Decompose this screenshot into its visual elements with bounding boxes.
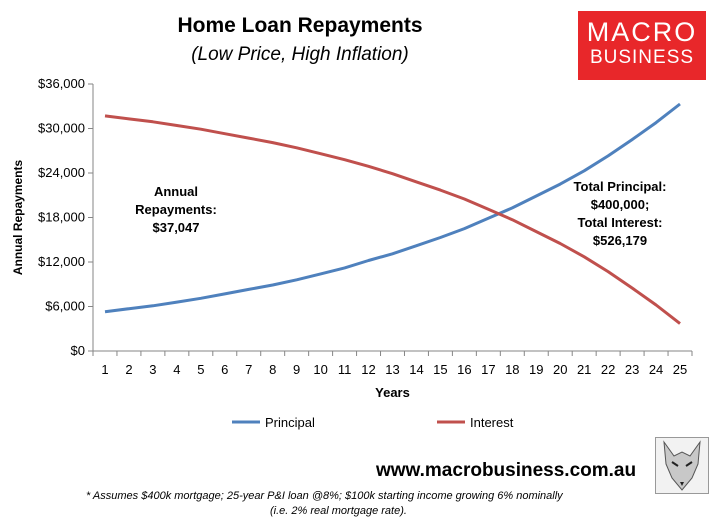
x-tick-label: 23: [625, 362, 639, 377]
chart-subtitle: (Low Price, High Inflation): [191, 44, 409, 65]
x-tick-label: 17: [481, 362, 495, 377]
x-tick-label: 10: [313, 362, 327, 377]
x-tick-label: 19: [529, 362, 543, 377]
x-tick-label: 6: [221, 362, 228, 377]
footnote-line1: * Assumes $400k mortgage; 25-year P&I lo…: [86, 490, 563, 502]
y-tick-label: $30,000: [38, 121, 85, 136]
x-tick-label: 9: [293, 362, 300, 377]
y-tick-label: $36,000: [38, 76, 85, 91]
annotation-annual-line: $37,047: [153, 220, 200, 235]
y-tick-label: $24,000: [38, 165, 85, 180]
logo-line1: MACRO: [586, 17, 698, 47]
legend-label-principal: Principal: [265, 415, 315, 430]
y-tick-label: $0: [71, 343, 85, 358]
x-tick-label: 7: [245, 362, 252, 377]
x-tick-label: 14: [409, 362, 423, 377]
x-tick-label: 21: [577, 362, 591, 377]
x-tick-label: 11: [338, 362, 352, 377]
y-tick-label: $18,000: [38, 210, 85, 225]
x-tick-label: 2: [125, 362, 132, 377]
x-tick-label: 1: [101, 362, 108, 377]
wolf-head-icon: [655, 437, 709, 494]
x-tick-label: 12: [361, 362, 375, 377]
series-line-interest: [104, 114, 681, 325]
annotation-annual-line: Annual: [154, 184, 198, 199]
x-tick-label: 18: [505, 362, 519, 377]
annotation-totals-line: $400,000;: [591, 197, 650, 212]
macro-business-logo: MACRO BUSINESS: [578, 11, 706, 80]
x-axis-title: Years: [375, 385, 410, 400]
y-axis-title: Annual Repayments: [11, 159, 25, 275]
legend-label-interest: Interest: [470, 415, 514, 430]
x-tick-label: 5: [197, 362, 204, 377]
y-tick-label: $6,000: [45, 299, 85, 314]
x-tick-label: 20: [553, 362, 567, 377]
website-url[interactable]: www.macrobusiness.com.au: [376, 460, 637, 481]
annotation-totals-line: $526,179: [593, 233, 647, 248]
x-tick-label: 25: [673, 362, 687, 377]
annotation-totals-line: Total Interest:: [578, 215, 663, 230]
x-tick-label: 24: [649, 362, 663, 377]
x-tick-label: 8: [269, 362, 276, 377]
x-tick-label: 4: [173, 362, 180, 377]
x-tick-label: 13: [385, 362, 399, 377]
x-tick-label: 16: [457, 362, 471, 377]
annotation-totals-line: Total Principal:: [574, 179, 667, 194]
annotation-annual-line: Repayments:: [135, 202, 217, 217]
y-tick-label: $12,000: [38, 254, 85, 269]
x-tick-label: 15: [433, 362, 447, 377]
chart-title: Home Loan Repayments: [177, 14, 423, 37]
x-tick-label: 3: [149, 362, 156, 377]
footnote-line2: (i.e. 2% real mortgage rate).: [270, 505, 407, 517]
series-line-principal: [104, 102, 681, 314]
logo-line2: BUSINESS: [589, 47, 695, 68]
x-tick-label: 22: [601, 362, 615, 377]
